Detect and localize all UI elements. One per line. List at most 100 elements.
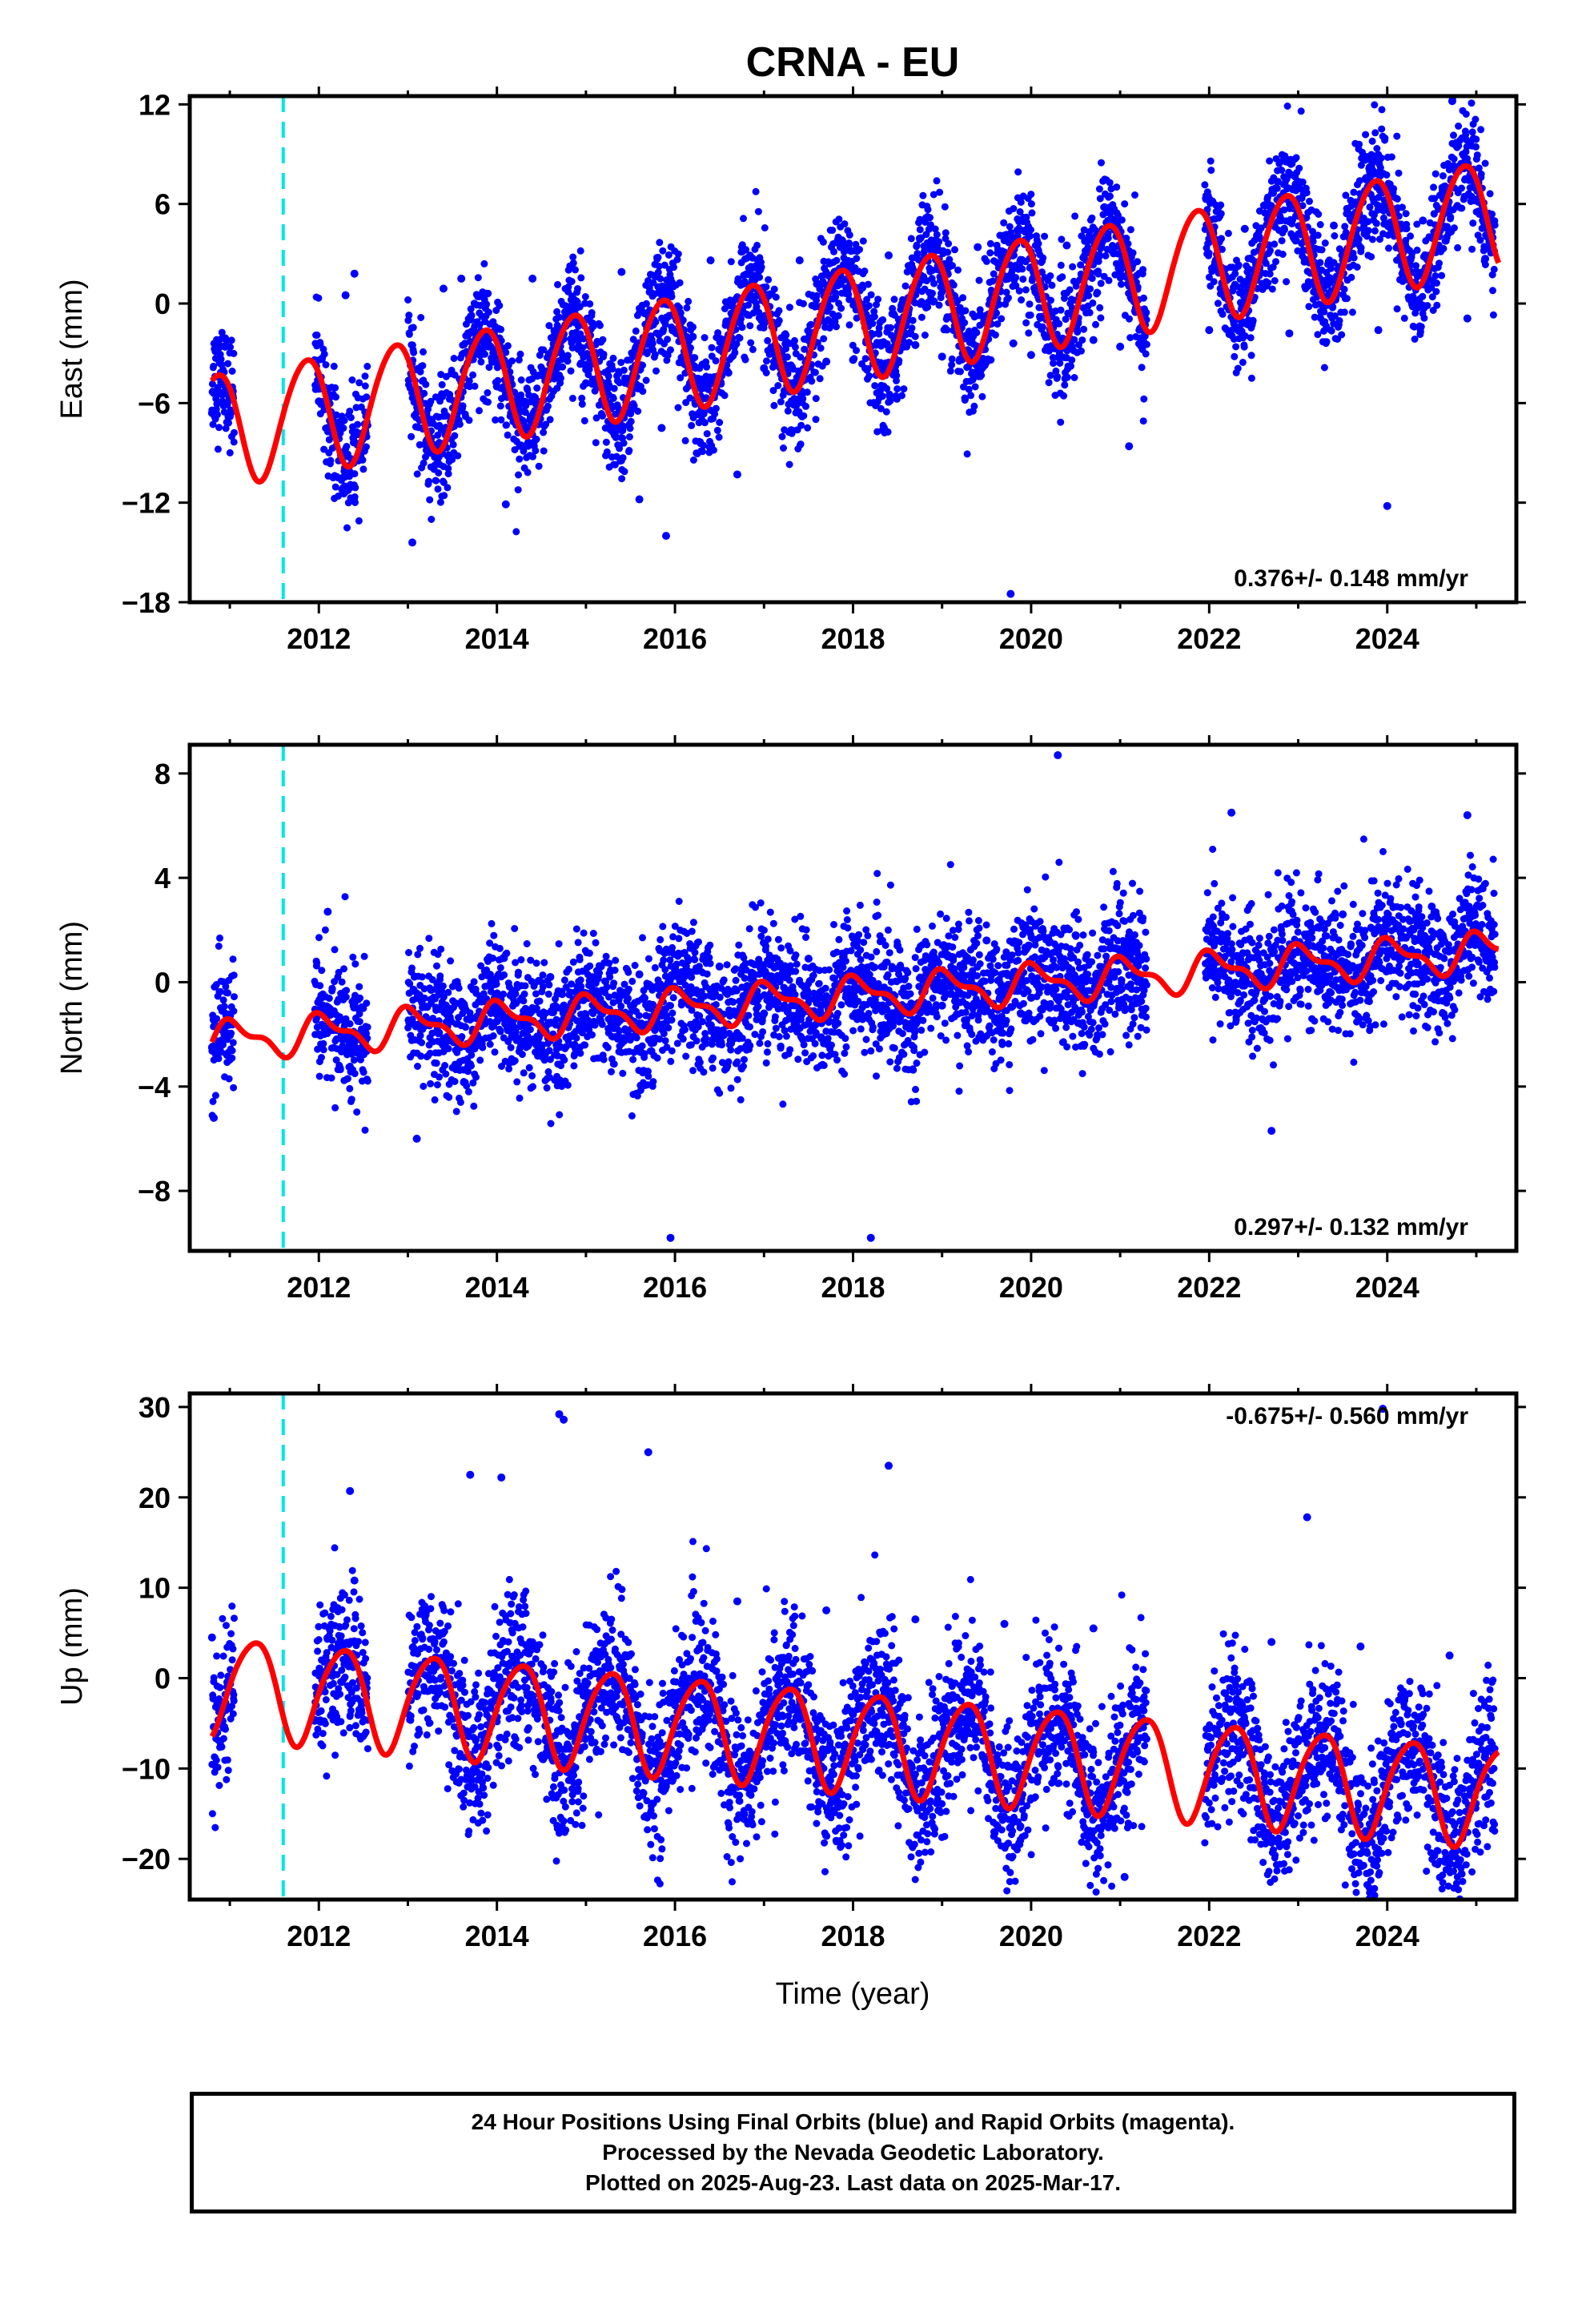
data-point	[884, 1462, 893, 1470]
data-point	[457, 999, 466, 1007]
data-point	[1006, 589, 1015, 598]
data-point	[1026, 994, 1035, 1002]
caption-line-2: Processed by the Nevada Geodetic Laborat…	[602, 2140, 1104, 2165]
rate-label: -0.675+/- 0.560 mm/yr	[1226, 1403, 1468, 1429]
data-point	[911, 1615, 920, 1624]
data-point	[1120, 1872, 1129, 1881]
data-point	[911, 340, 920, 349]
data-point	[560, 1415, 568, 1424]
data-point	[1116, 342, 1125, 351]
x-tick-label: 2014	[465, 622, 529, 655]
data-point	[466, 1470, 475, 1479]
y-tick-label: 0	[155, 287, 171, 320]
data-point	[1071, 931, 1080, 939]
data-points-daily	[208, 96, 1499, 536]
data-point	[439, 284, 448, 293]
data-point	[492, 1017, 501, 1026]
data-point	[666, 1233, 675, 1242]
data-point	[412, 1692, 421, 1701]
caption-box: 24 Hour Positions Using Final Orbits (bl…	[190, 2092, 1516, 2213]
data-point	[546, 972, 555, 981]
data-point	[671, 1701, 680, 1710]
data-point	[1026, 1719, 1035, 1727]
x-tick-label: 2020	[999, 1271, 1063, 1304]
data-point	[760, 1009, 769, 1018]
data-point	[661, 532, 670, 541]
data-point	[1116, 986, 1125, 995]
data-point	[1374, 326, 1383, 335]
x-tick-label: 2014	[465, 1271, 529, 1304]
data-point	[866, 1233, 875, 1242]
data-point	[1062, 241, 1071, 250]
x-tick-label: 2018	[821, 1920, 885, 1952]
data-point	[1339, 910, 1347, 919]
data-point	[715, 962, 724, 971]
model-line	[209, 928, 1501, 1061]
data-point	[1089, 1624, 1098, 1633]
data-point	[1294, 965, 1303, 974]
data-point	[497, 1473, 506, 1482]
data-point	[884, 251, 893, 259]
data-points-daily	[208, 835, 1499, 1134]
y-axis-label: Up (mm)	[55, 1587, 89, 1706]
data-point	[1205, 1732, 1214, 1741]
data-point	[315, 397, 323, 406]
data-point	[849, 356, 857, 364]
data-point	[1463, 810, 1472, 819]
x-tick-label: 2020	[999, 622, 1063, 655]
data-point	[528, 274, 537, 283]
x-tick-label: 2014	[465, 1920, 529, 1952]
caption-line-3: Plotted on 2025-Aug-23. Last data on 202…	[584, 2170, 1122, 2195]
data-point	[323, 907, 332, 916]
data-point	[760, 1706, 769, 1714]
x-tick-label: 2016	[643, 1271, 707, 1304]
data-point	[1267, 1127, 1276, 1136]
data-point	[207, 1633, 216, 1642]
data-point	[635, 970, 644, 979]
y-tick-label: −12	[122, 487, 171, 520]
data-point	[1383, 1746, 1391, 1755]
x-tick-label: 2024	[1355, 1271, 1419, 1304]
data-point	[346, 1486, 355, 1495]
data-point	[1427, 902, 1436, 911]
data-point	[412, 1134, 421, 1143]
y-tick-label: 8	[155, 758, 171, 790]
data-point	[1054, 751, 1062, 760]
data-point	[1267, 1638, 1276, 1647]
x-tick-label: 2012	[287, 1271, 351, 1304]
x-tick-label: 2016	[643, 622, 707, 655]
data-point	[822, 357, 831, 366]
data-point	[1330, 221, 1339, 230]
data-point	[341, 291, 350, 300]
x-tick-label: 2022	[1177, 1271, 1241, 1304]
up-panel: 30 20 10 0 −10 −20 2012 2014 2016 2018 2020 2022 202…	[55, 1384, 1526, 1952]
y-tick-label: 0	[155, 966, 171, 999]
y-tick-label: 12	[139, 88, 171, 121]
data-point	[501, 500, 510, 509]
data-point	[207, 408, 216, 417]
data-point	[822, 1606, 831, 1614]
data-point	[1294, 1737, 1303, 1746]
y-tick-label: −8	[138, 1175, 171, 1208]
plot-frame	[187, 1391, 1519, 1902]
data-point	[315, 1669, 323, 1678]
x-tick-label: 2022	[1177, 1920, 1241, 1952]
data-point	[938, 352, 946, 361]
y-tick-label: 6	[155, 188, 171, 221]
data-point	[1009, 339, 1018, 348]
rate-label: 0.376+/- 0.148 mm/yr	[1234, 565, 1468, 592]
data-point	[982, 936, 991, 945]
data-point	[581, 379, 590, 388]
y-tick-label: −10	[122, 1752, 171, 1785]
y-tick-label: −18	[122, 586, 171, 619]
data-point	[1383, 947, 1391, 955]
data-point	[849, 1710, 857, 1719]
x-tick-label: 2024	[1355, 622, 1419, 655]
x-tick-label: 2018	[821, 1271, 885, 1304]
data-point	[457, 274, 466, 283]
data-point	[706, 256, 715, 265]
data-point	[1285, 329, 1294, 338]
data-point	[1445, 1651, 1454, 1660]
data-point	[1379, 1405, 1387, 1413]
data-point	[492, 382, 501, 391]
